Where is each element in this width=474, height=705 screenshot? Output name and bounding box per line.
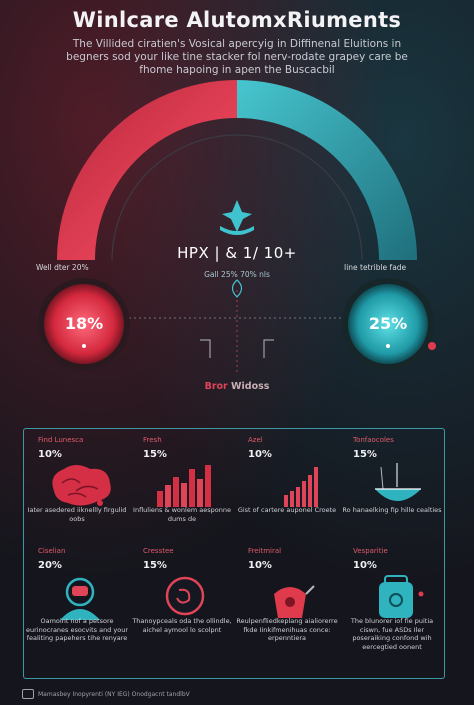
card-percent: 10% bbox=[248, 560, 272, 571]
gauge-center-sub: Gall 25% 70% nls bbox=[204, 270, 270, 279]
right-percent: 25% bbox=[368, 314, 408, 333]
right-percent-circle bbox=[348, 284, 428, 364]
bracket-right bbox=[263, 339, 274, 358]
card-percent: 15% bbox=[143, 449, 167, 460]
card-text: Reulpenfliedkeplang aialiorerre fkde Iin… bbox=[236, 617, 338, 642]
left-dot bbox=[82, 344, 86, 348]
gauge-inner-arc bbox=[111, 134, 363, 261]
card-4: Tonfaocoles 15% Ro hanaelking fip hille … bbox=[341, 436, 443, 556]
bracket-left bbox=[200, 339, 211, 358]
card-text: The blunorer iof fie puitia ciswn, fue A… bbox=[350, 617, 434, 651]
card-percent: 10% bbox=[353, 560, 377, 571]
card-title: Ciselian bbox=[38, 547, 66, 555]
brain-icon bbox=[52, 465, 111, 506]
card-percent: 20% bbox=[38, 560, 62, 571]
right-dot bbox=[386, 344, 390, 348]
blender-icon bbox=[274, 585, 315, 618]
gauge-left-label: Well dter 20% bbox=[36, 263, 89, 272]
card-1: Find Lunesca 10% Iater asedered iiknelll… bbox=[26, 436, 128, 556]
leaf-icon bbox=[231, 279, 243, 298]
page-title: Winlcare AlutomxRiuments bbox=[72, 8, 402, 32]
bowl-icon bbox=[375, 463, 421, 501]
gauge-graphic bbox=[38, 80, 436, 375]
card-text: Ro hanaelking fip hille cealties bbox=[342, 506, 442, 514]
mid-label: Bror Widoss bbox=[0, 381, 474, 392]
card-percent: 15% bbox=[143, 560, 167, 571]
gauge-right-arc bbox=[237, 80, 417, 260]
mid-label-b: Widoss bbox=[231, 381, 270, 392]
cards-frame bbox=[23, 428, 445, 679]
card-2: Fresh 15% Influliens & wonlem aesponne d… bbox=[131, 436, 233, 556]
card-text: Influliens & wonlem aesponne dums de bbox=[133, 506, 231, 523]
astronaut-icon bbox=[60, 577, 100, 620]
card-title: Vesparitie bbox=[353, 547, 388, 555]
card-text: Iater asedered iiknellly firgulid oobs bbox=[27, 506, 127, 523]
footer-logo-icon bbox=[22, 689, 34, 699]
card-3: Azel 10% Gist of cartere auponel Croete bbox=[236, 436, 338, 556]
card-title: Azel bbox=[248, 436, 263, 444]
card-percent: 10% bbox=[38, 449, 62, 460]
backpack-icon bbox=[379, 575, 424, 618]
card-7: Freitmiral 10% Reulpenfliedkeplang aiali… bbox=[236, 547, 338, 667]
card-title: Find Lunesca bbox=[38, 436, 84, 444]
card-percent: 15% bbox=[353, 449, 377, 460]
page-subtitle: The Villided ciratien's Vosical apercyig… bbox=[66, 38, 408, 76]
card-text: Oamoint nof a petsore eurinocranes esocv… bbox=[26, 617, 128, 642]
gauge-left-arc bbox=[57, 80, 237, 260]
footer-text: Mamasbey Inopyrenti (NY IEG) Onodgacnt t… bbox=[38, 690, 190, 698]
left-percent-circle bbox=[44, 284, 124, 364]
footer: Mamasbey Inopyrenti (NY IEG) Onodgacnt t… bbox=[22, 689, 190, 699]
ornament-icon bbox=[220, 200, 254, 235]
bar-chart-icon bbox=[157, 465, 211, 507]
card-title: Fresh bbox=[143, 436, 162, 444]
gauge-right-label: Iine tetrible fade bbox=[344, 263, 407, 272]
card-text: Gist of cartere auponel Croete bbox=[237, 506, 337, 514]
card-title: Tonfaocoles bbox=[353, 436, 394, 444]
gauge-center-value: HPX | & 1/ 10+ bbox=[177, 244, 297, 262]
card-text: Thanoypceals oda the ollindle, aichel ay… bbox=[132, 617, 232, 634]
card-8: Vesparitie 10% The blunorer iof fie puit… bbox=[341, 547, 443, 667]
card-percent: 10% bbox=[248, 449, 272, 460]
mid-label-a: Bror bbox=[204, 381, 232, 392]
card-5: Ciselian 20% Oamoint nof a petsore eurin… bbox=[26, 547, 128, 667]
card-title: Freitmiral bbox=[248, 547, 282, 555]
left-percent: 18% bbox=[64, 314, 104, 333]
card-6: Cresstee 15% Thanoypceals oda the ollind… bbox=[131, 547, 233, 667]
growth-chart-icon bbox=[284, 467, 318, 507]
card-title: Cresstee bbox=[143, 547, 174, 555]
accent-dot bbox=[428, 342, 436, 350]
circle-icon bbox=[165, 576, 205, 616]
